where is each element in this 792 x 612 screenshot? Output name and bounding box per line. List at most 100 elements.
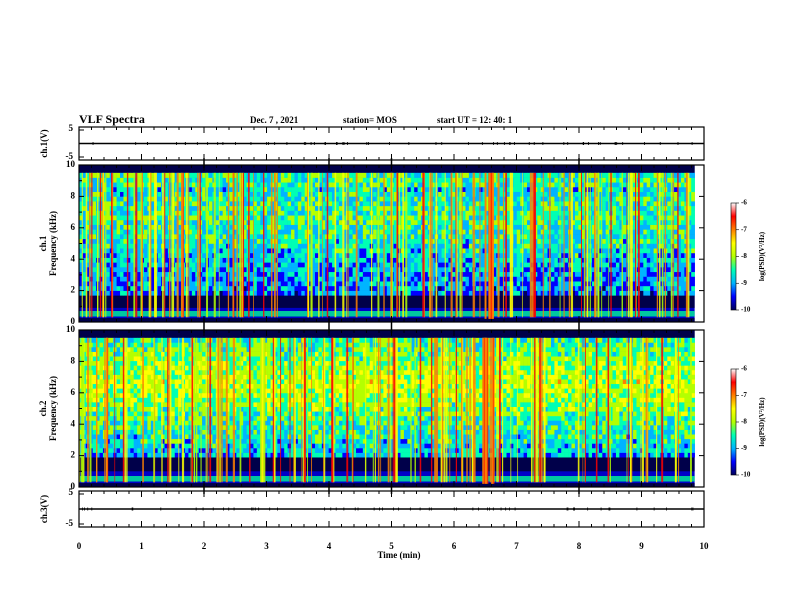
spectrogram-cell <box>297 177 302 183</box>
spectrogram-cell <box>328 177 333 183</box>
spectrogram-cell <box>116 205 121 211</box>
spectrogram-cell <box>116 271 121 277</box>
sferic-streak <box>271 172 273 318</box>
spectrogram-cell <box>540 285 545 291</box>
spectrogram-cell <box>267 257 271 263</box>
spectrogram-cell <box>318 196 323 202</box>
spectrogram-cell <box>79 210 83 216</box>
spectrogram-cell <box>208 205 213 211</box>
spectrogram-cell <box>540 196 545 202</box>
spectrogram-cell <box>92 267 97 273</box>
spectrogram-cell <box>294 182 299 188</box>
spectrogram-cell <box>321 201 326 207</box>
spectrogram-cell <box>116 196 121 202</box>
spectrogram-cell <box>646 172 651 178</box>
sferic-streak <box>85 172 88 318</box>
spectrogram-cell <box>646 243 651 249</box>
spectrogram-cell <box>615 182 620 188</box>
spectrogram-cell <box>615 196 620 202</box>
spectrogram-cell <box>653 234 658 240</box>
spectrogram-cell <box>85 210 90 216</box>
spectrogram-cell <box>393 234 398 240</box>
spectrogram-cell <box>462 267 466 273</box>
spectrogram-cell <box>318 191 323 197</box>
spectrogram-cell <box>284 196 288 202</box>
spectrogram-cell <box>338 215 343 221</box>
spectrogram-cell <box>102 267 107 273</box>
spectrogram-cell <box>670 281 675 287</box>
spectrogram-cell <box>164 267 169 273</box>
spectrogram-cell <box>605 285 610 291</box>
spectrogram-cell <box>674 177 678 183</box>
spectrogram-cell <box>232 267 237 273</box>
spectrogram-cell <box>513 248 518 254</box>
spectrogram-cell <box>561 238 565 244</box>
spectrogram-cell <box>215 219 220 225</box>
spectrogram-cell <box>677 215 682 221</box>
sferic-streak <box>621 172 623 318</box>
spectrogram-cell <box>349 248 353 254</box>
spectrogram-cell <box>622 243 627 249</box>
spectrogram-cell <box>578 186 583 192</box>
spectrogram-cell <box>308 205 312 211</box>
spectrogram-cell <box>479 276 483 282</box>
spectrogram-cell <box>188 191 193 197</box>
spectrogram-cell <box>537 238 542 244</box>
spectrogram-cell <box>468 234 473 240</box>
spectrogram-cell <box>356 229 360 235</box>
spectrogram-cell <box>120 267 124 273</box>
spectrogram-cell <box>137 262 141 268</box>
spectrogram-cell <box>527 182 531 188</box>
spectrogram-cell <box>287 177 292 183</box>
spectrogram-cell <box>373 191 377 197</box>
spectrogram-cell <box>667 229 671 235</box>
spectrogram-floor <box>79 318 695 322</box>
spectrogram-cell <box>479 262 483 268</box>
spectrogram-cell <box>123 252 128 258</box>
spectrogram-cell <box>130 290 135 296</box>
spectrogram-cell <box>650 285 654 291</box>
spectrogram-cell <box>410 210 415 216</box>
spectrogram-cell <box>680 234 685 240</box>
spectrogram-cell <box>222 224 227 230</box>
sferic-streak <box>135 172 138 318</box>
spectrogram-cell <box>267 186 271 192</box>
spectrogram-cell <box>670 257 675 263</box>
spectrogram-cell <box>85 229 90 235</box>
spectrogram-cell <box>349 172 353 178</box>
spectrogram-cell <box>99 224 104 230</box>
spectrogram-cell <box>513 210 518 216</box>
spectrogram-cell <box>92 172 97 178</box>
spectrogram-cell <box>219 276 223 282</box>
spectrogram-cell <box>687 201 692 207</box>
sferic-streak <box>185 172 188 318</box>
spectrogram-cell <box>373 210 377 216</box>
spectrogram-cell <box>393 285 398 291</box>
spectrogram-cell <box>157 186 162 192</box>
spectrogram-cell <box>232 257 237 263</box>
spectrogram-cell <box>407 196 412 202</box>
spectrogram-cell <box>256 219 261 225</box>
spectrogram-cell <box>328 172 333 178</box>
spectrogram-cell <box>441 267 446 273</box>
spectrogram-cell <box>410 290 415 296</box>
spectrogram-cell <box>366 276 371 282</box>
spectrogram-cell <box>222 290 227 296</box>
spectrogram-cell <box>571 276 576 282</box>
sferic-streak <box>248 172 250 318</box>
spectrogram-cell <box>362 205 367 211</box>
spectrogram-cell <box>407 205 412 211</box>
spectrogram-cell <box>622 229 627 235</box>
spectrogram-cell <box>219 252 223 258</box>
spectrogram-cell <box>677 224 682 230</box>
spectrogram-cell <box>314 243 319 249</box>
spectrogram-cell <box>294 172 299 178</box>
spectrogram-cell <box>537 224 542 230</box>
spectrogram-cell <box>657 262 661 268</box>
sferic-streak <box>154 172 157 318</box>
spectrogram-cell <box>598 177 603 183</box>
spectrogram-cell <box>195 252 200 258</box>
spectrogram-cell <box>667 234 671 240</box>
spectrogram-cell <box>438 248 442 254</box>
